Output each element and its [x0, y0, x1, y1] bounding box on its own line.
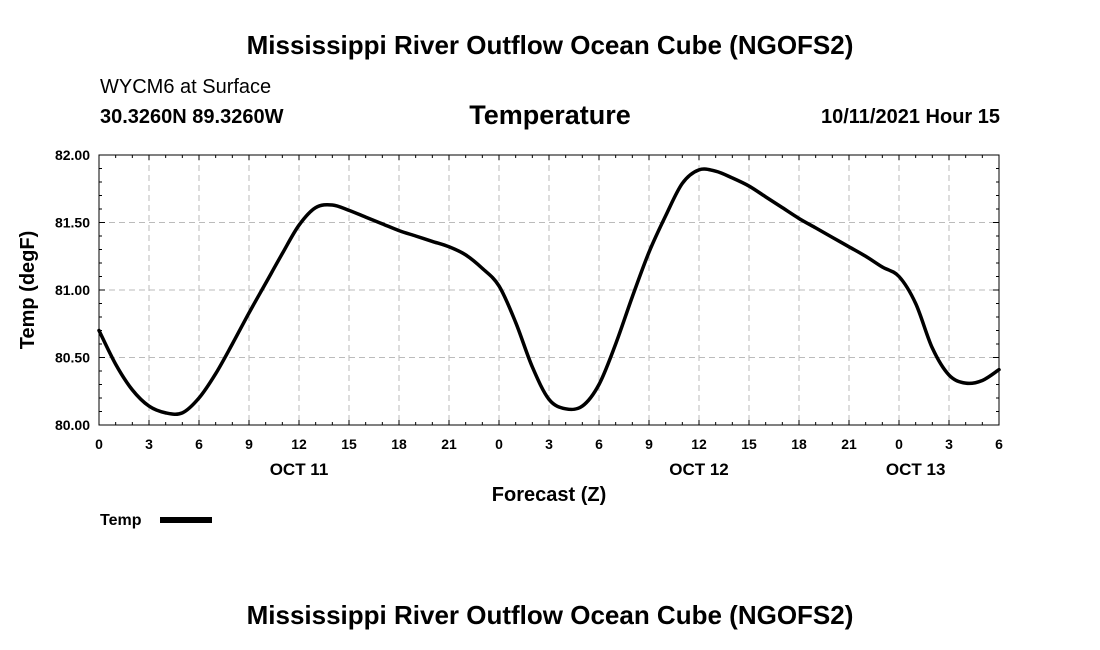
axis-ticks	[98, 154, 1000, 426]
x-tick-label: 0	[95, 436, 103, 452]
x-tick-label: 18	[791, 436, 807, 452]
x-tick-label: 6	[595, 436, 603, 452]
y-axis-label: Temp (degF)	[17, 231, 39, 350]
x-tick-label: 6	[995, 436, 1003, 452]
x-tick-label: 15	[741, 436, 757, 452]
x-tick-label: 12	[291, 436, 307, 452]
y-tick-label: 81.50	[55, 215, 90, 231]
day-label: OCT 11	[270, 460, 329, 479]
footer-title: Mississippi River Outflow Ocean Cube (NG…	[246, 600, 854, 630]
main-title: Mississippi River Outflow Ocean Cube (NG…	[246, 30, 854, 60]
chart-title: Temperature	[469, 100, 631, 130]
grid-lines	[99, 155, 999, 425]
y-tick-label: 80.50	[55, 350, 90, 366]
station-coordinates: 30.3260N 89.3260W	[100, 106, 284, 128]
x-tick-label: 9	[245, 436, 253, 452]
x-tick-label: 3	[545, 436, 553, 452]
x-tick-label: 18	[391, 436, 407, 452]
y-tick-label: 82.00	[55, 147, 90, 163]
x-tick-label: 3	[145, 436, 153, 452]
station-label: WYCM6 at Surface	[100, 76, 272, 98]
x-tick-label: 0	[495, 436, 503, 452]
x-tick-label: 21	[841, 436, 857, 452]
x-tick-label: 6	[195, 436, 203, 452]
day-label: OCT 12	[669, 460, 729, 479]
x-tick-label: 15	[341, 436, 357, 452]
x-tick-label: 9	[645, 436, 653, 452]
temp-series-line	[97, 167, 1001, 416]
y-tick-label: 80.00	[55, 417, 90, 433]
x-tick-label: 3	[945, 436, 953, 452]
x-tick-label: 21	[441, 436, 457, 452]
day-label: OCT 13	[886, 460, 946, 479]
forecast-datetime: 10/11/2021 Hour 15	[820, 106, 1000, 128]
x-tick-label: 0	[895, 436, 903, 452]
x-tick-label: 12	[691, 436, 707, 452]
x-axis-label: Forecast (Z)	[492, 484, 606, 506]
legend-label: Temp	[100, 512, 142, 529]
y-tick-label: 81.00	[55, 282, 90, 298]
axis-tick-labels: 0 3 6 9 12 15 18 21 0 3 6 9 12 15 18 21 0 3 6 80.00 80.50 81.…	[55, 147, 1003, 479]
